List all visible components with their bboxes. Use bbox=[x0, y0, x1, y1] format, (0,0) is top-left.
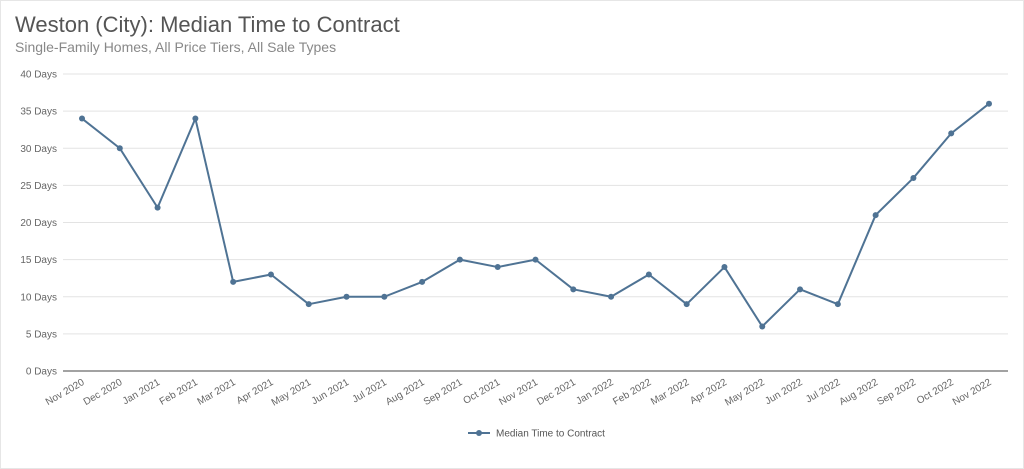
gridlines bbox=[63, 73, 1008, 372]
data-point[interactable] bbox=[683, 301, 690, 308]
x-tick-label: Feb 2021 bbox=[158, 377, 200, 408]
y-tick-label: 30 Days bbox=[20, 144, 57, 155]
x-tick-label: Sep 2021 bbox=[422, 377, 465, 408]
x-tick-label: Aug 2022 bbox=[838, 377, 881, 408]
y-tick-label: 35 Days bbox=[20, 107, 57, 118]
data-point[interactable] bbox=[116, 145, 123, 152]
data-point[interactable] bbox=[834, 301, 841, 308]
y-axis-ticks: 0 Days 5 Days 10 Days 15 Days 20 Days 25 Days… bbox=[20, 70, 57, 378]
x-tick-label: Nov 2022 bbox=[951, 377, 994, 408]
x-tick-label: Mar 2022 bbox=[649, 377, 691, 408]
x-tick-label: Apr 2022 bbox=[688, 377, 729, 407]
data-point[interactable] bbox=[797, 286, 804, 293]
legend-swatch-marker bbox=[476, 430, 482, 436]
data-point[interactable] bbox=[230, 278, 237, 285]
x-tick-label: May 2021 bbox=[270, 377, 314, 409]
data-point[interactable] bbox=[910, 174, 917, 181]
data-point[interactable] bbox=[267, 271, 274, 278]
y-tick-label: 40 Days bbox=[20, 70, 57, 81]
x-tick-label: Oct 2021 bbox=[462, 377, 503, 407]
data-point[interactable] bbox=[721, 264, 728, 271]
data-point[interactable] bbox=[645, 271, 652, 278]
data-point[interactable] bbox=[570, 286, 577, 293]
legend: Median Time to Contract bbox=[468, 429, 605, 440]
data-point[interactable] bbox=[759, 323, 766, 330]
x-tick-label: Nov 2021 bbox=[497, 377, 540, 408]
data-point[interactable] bbox=[494, 264, 501, 271]
y-tick-label: 20 Days bbox=[20, 218, 57, 229]
data-point[interactable] bbox=[305, 301, 312, 308]
chart-title: Weston (City): Median Time to Contract bbox=[15, 12, 400, 37]
x-tick-label: Jun 2022 bbox=[763, 377, 805, 407]
chart-subtitle: Single-Family Homes, All Price Tiers, Al… bbox=[15, 39, 337, 55]
x-tick-label: Jun 2021 bbox=[310, 377, 352, 407]
series-line bbox=[81, 102, 990, 328]
x-tick-label: Apr 2021 bbox=[235, 377, 276, 407]
y-tick-label: 5 Days bbox=[26, 329, 57, 340]
data-point[interactable] bbox=[872, 212, 879, 219]
x-tick-label: Dec 2020 bbox=[82, 377, 125, 408]
data-point[interactable] bbox=[192, 115, 199, 122]
data-point[interactable] bbox=[154, 204, 161, 211]
y-tick-label: 10 Days bbox=[20, 292, 57, 303]
x-tick-label: Sep 2022 bbox=[875, 377, 918, 408]
x-tick-label: Aug 2021 bbox=[384, 377, 427, 408]
y-tick-label: 25 Days bbox=[20, 181, 57, 192]
x-tick-label: Dec 2021 bbox=[535, 377, 578, 408]
data-point[interactable] bbox=[79, 115, 85, 122]
legend-label[interactable]: Median Time to Contract bbox=[496, 429, 605, 440]
x-tick-label: Jan 2021 bbox=[121, 377, 163, 407]
data-point[interactable] bbox=[343, 293, 350, 300]
x-tick-label: May 2022 bbox=[723, 377, 767, 409]
data-point[interactable] bbox=[986, 100, 992, 107]
x-tick-label: Jan 2022 bbox=[574, 377, 616, 407]
data-point[interactable] bbox=[948, 130, 955, 137]
x-tick-label: Oct 2022 bbox=[915, 377, 956, 407]
data-point[interactable] bbox=[532, 256, 539, 263]
series-layer bbox=[79, 100, 992, 330]
y-tick-label: 0 Days bbox=[26, 367, 57, 378]
x-tick-label: Feb 2022 bbox=[611, 377, 653, 408]
x-tick-label: Nov 2020 bbox=[44, 377, 87, 408]
data-point[interactable] bbox=[419, 278, 426, 285]
y-tick-label: 15 Days bbox=[20, 255, 57, 266]
x-tick-label: Jul 2021 bbox=[351, 377, 390, 406]
data-point[interactable] bbox=[608, 293, 615, 300]
x-tick-label: Jul 2022 bbox=[804, 377, 843, 406]
data-point[interactable] bbox=[381, 293, 388, 300]
data-point[interactable] bbox=[456, 256, 463, 263]
x-tick-label: Mar 2021 bbox=[196, 377, 238, 408]
